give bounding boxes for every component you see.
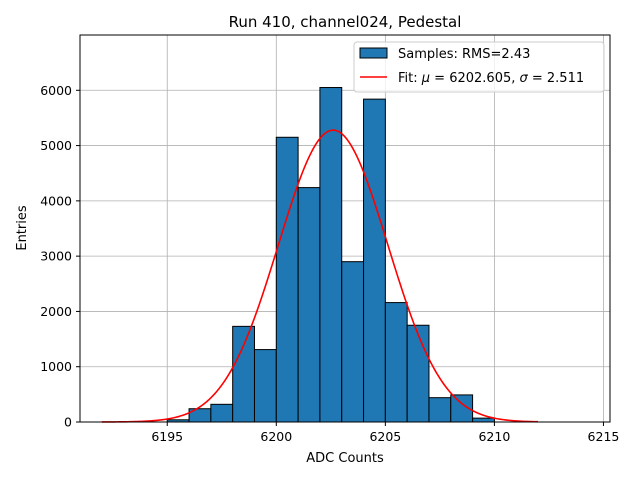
histogram-bar: [363, 98, 386, 423]
legend-fit-part-3: = 2.511: [528, 71, 584, 86]
histogram-bar: [275, 136, 299, 423]
x-tick-label-4: 6215: [588, 429, 620, 444]
legend-histogram-label: Samples: RMS=2.43: [398, 47, 530, 62]
gaussian-fit-line: [101, 129, 539, 423]
legend-fit-part-2: = 6202.605,: [430, 71, 519, 86]
histogram-bar: [319, 87, 343, 423]
histogram-bar: [297, 187, 321, 423]
x-axis: 6195 6200 6205 6210 6215: [151, 422, 619, 444]
histogram-bar: [384, 302, 408, 423]
histogram-bar: [472, 417, 495, 423]
histogram-bar: [406, 324, 430, 423]
y-tick-label-0: 0: [64, 415, 72, 430]
legend-fit-label: Fit: μ = 6202.605, σ = 2.511: [398, 71, 584, 86]
y-tick-label-6: 6000: [40, 83, 72, 98]
legend-histogram-swatch: [359, 47, 388, 59]
legend-fit-sigma: σ: [520, 71, 529, 86]
histogram-bar: [253, 349, 277, 423]
y-tick-label-5: 5000: [40, 138, 72, 153]
x-axis-label: ADC Counts: [306, 451, 384, 466]
legend-fit-mu: μ: [421, 71, 430, 86]
histogram-bar: [232, 325, 255, 423]
y-tick-label-2: 2000: [40, 304, 72, 319]
histogram-bar: [210, 403, 234, 423]
legend-box: [353, 41, 605, 93]
histogram-bars: [166, 87, 495, 423]
x-tick-label-1: 6200: [260, 429, 292, 444]
plot-frame: [79, 34, 611, 423]
chart-title: Run 410, channel024, Pedestal: [229, 13, 462, 31]
x-tick-label-2: 6205: [369, 429, 401, 444]
x-tick-label-3: 6210: [478, 429, 510, 444]
y-tick-label-3: 3000: [40, 249, 72, 264]
legend: Samples: RMS=2.43 Fit: μ = 6202.605, σ =…: [353, 41, 605, 93]
y-axis: 0 1000 2000 3000 4000 5000 6000: [40, 83, 80, 430]
y-axis-label: Entries: [15, 205, 30, 251]
y-tick-label-1: 1000: [40, 359, 72, 374]
histogram-bar: [341, 261, 365, 423]
legend-fit-part-1: Fit:: [398, 71, 422, 86]
histogram-bar: [428, 397, 452, 423]
x-tick-label-0: 6195: [151, 429, 183, 444]
y-tick-label-4: 4000: [40, 193, 72, 208]
